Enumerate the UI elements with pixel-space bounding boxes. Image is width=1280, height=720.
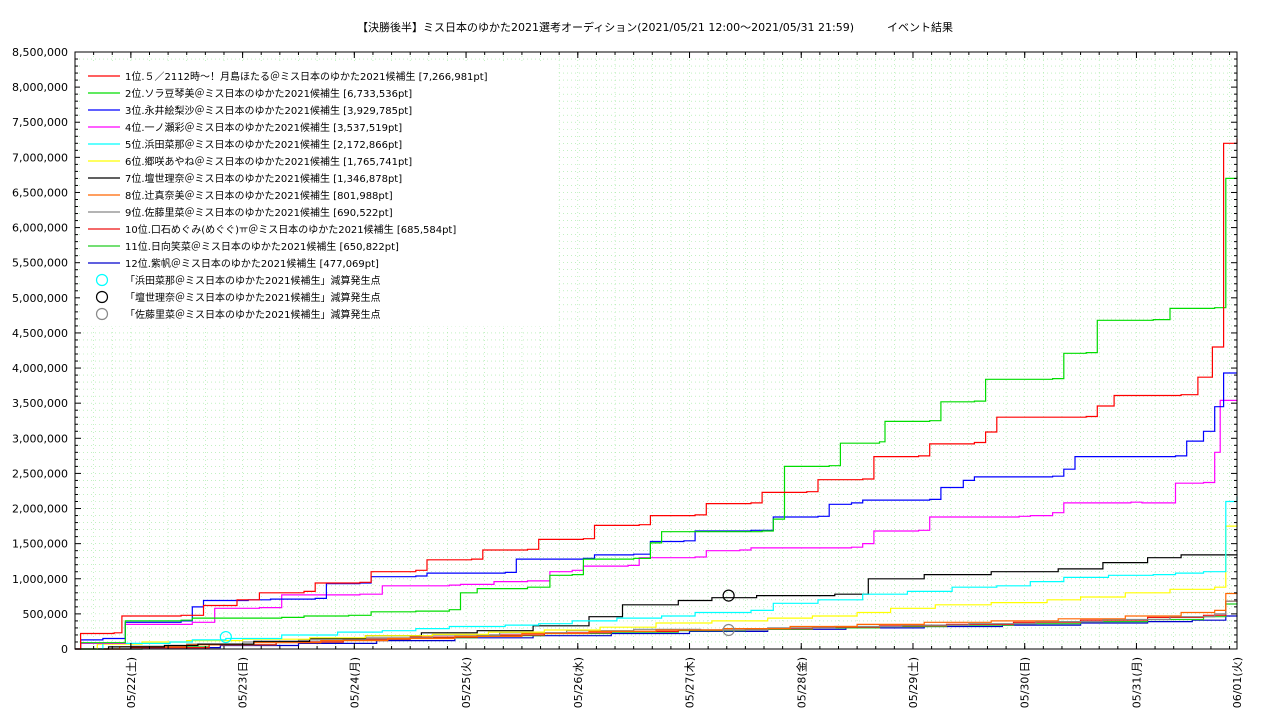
legend-label: 「浜田菜那＠ミス日本のゆかた2021候補生」減算発生点: [125, 274, 380, 287]
x-tick-label: 05/22(土): [125, 657, 138, 708]
x-tick-label: 05/31(月): [1130, 657, 1143, 708]
legend-label: 7位.壇世理奈＠ミス日本のゆかた2021候補生 [1,346,878pt]: [125, 172, 402, 185]
plot-lines: [75, 138, 1238, 650]
grid: [74, 51, 1237, 650]
legend-label: 11位.日向笑菜＠ミス日本のゆかた2021候補生 [650,822pt]: [125, 240, 399, 253]
series-line-1: [75, 138, 1238, 650]
series-line-12: [75, 615, 1238, 650]
marker-point-3: [722, 623, 735, 637]
legend-label: 5位.浜田菜那＠ミス日本のゆかた2021候補生 [2,172,866pt]: [125, 138, 402, 151]
legend-label: 1位.５／2112時〜！月島ほたる＠ミス日本のゆかた2021候補生 [7,266…: [125, 70, 488, 83]
series-line-6: [75, 525, 1238, 650]
y-tick-label: 500,000: [23, 608, 69, 621]
y-tick-label: 6,500,000: [12, 186, 68, 199]
chart-title: 【決勝後半】ミス日本のゆかた2021選考オーディション(2021/05/21 1…: [357, 20, 953, 34]
y-tick-label: 6,000,000: [12, 222, 68, 235]
legend-label: 9位.佐藤里菜＠ミス日本のゆかた2021候補生 [690,522pt]: [125, 206, 393, 219]
y-tick-label: 3,500,000: [12, 397, 68, 410]
x-tick-label: 05/27(木): [684, 657, 697, 708]
legend-label: 12位.紫帆＠ミス日本のゆかた2021候補生 [477,069pt]: [125, 257, 379, 270]
legend-marker: [95, 273, 109, 287]
y-tick-label: 2,500,000: [12, 467, 68, 480]
x-tick-label: 05/30(日): [1019, 657, 1032, 708]
y-tick-label: 5,000,000: [12, 292, 68, 305]
legend-label: 「壇世理奈＠ミス日本のゆかた2021候補生」減算発生点: [125, 291, 380, 304]
y-tick-label: 1,500,000: [12, 538, 68, 551]
legend-box: [80, 64, 558, 326]
marker-point-1: [219, 630, 232, 644]
series-line-2: [75, 176, 1238, 650]
series-line-3: [75, 372, 1237, 650]
legend-marker: [95, 290, 109, 304]
legend-marker: [95, 307, 109, 321]
plot-frame: [74, 51, 1238, 650]
y-tick-label: 2,000,000: [12, 503, 68, 516]
y-tick-label: 1,000,000: [12, 573, 68, 586]
y-tick-label: 0: [61, 643, 68, 656]
axes: 0 500,000 1,000,000 1,500,000 2,000,000 2,500…: [12, 46, 1244, 708]
y-tick-label: 8,000,000: [12, 81, 68, 94]
x-tick-label: 05/26(水): [572, 657, 585, 708]
y-tick-label: 5,500,000: [12, 257, 68, 270]
legend-label: 4位.一ノ瀬彩＠ミス日本のゆかた2021候補生 [3,537,519pt]: [125, 121, 402, 134]
y-tick-label: 3,000,000: [12, 432, 68, 445]
y-tick-label: 7,500,000: [12, 116, 68, 129]
legend: 1位.５／2112時〜！月島ほたる＠ミス日本のゆかた2021候補生 [7,266…: [80, 64, 558, 326]
x-tick-label: 05/25(火): [460, 657, 473, 708]
marker-point-2: [722, 589, 735, 602]
series-line-5: [75, 496, 1238, 650]
y-tick-label: 8,500,000: [12, 46, 68, 59]
x-tick-label: 05/23(日): [237, 657, 250, 708]
legend-label: 2位.ソラ豆琴美＠ミス日本のゆかた2021候補生 [6,733,536pt]: [125, 87, 412, 100]
legend-label: 6位.郷咲あやね＠ミス日本のゆかた2021候補生 [1,765,741pt]: [125, 155, 412, 168]
y-tick-label: 4,000,000: [12, 362, 68, 375]
legend-label: 3位.永井絵梨沙＠ミス日本のゆかた2021候補生 [3,929,785pt]: [125, 104, 412, 117]
x-tick-label: 05/29(土): [907, 657, 920, 708]
x-tick-label: 06/01(火): [1231, 657, 1244, 708]
x-tick-label: 05/28(金): [794, 657, 808, 708]
series-line-7: [75, 554, 1238, 650]
y-tick-label: 4,500,000: [12, 327, 68, 340]
markers: [219, 589, 735, 644]
series-line-4: [75, 399, 1238, 650]
legend-label: 「佐藤里菜＠ミス日本のゆかた2021候補生」減算発生点: [125, 308, 380, 321]
legend-label: 8位.辻真奈美＠ミス日本のゆかた2021候補生 [801,988pt]: [125, 189, 393, 202]
x-tick-label: 05/24(月): [348, 657, 361, 708]
y-tick-label: 7,000,000: [12, 151, 68, 164]
legend-label: 10位.口石めぐみ(めぐぐ)ㅠ＠ミス日本のゆかた2021候補生 [685,584…: [125, 223, 456, 236]
